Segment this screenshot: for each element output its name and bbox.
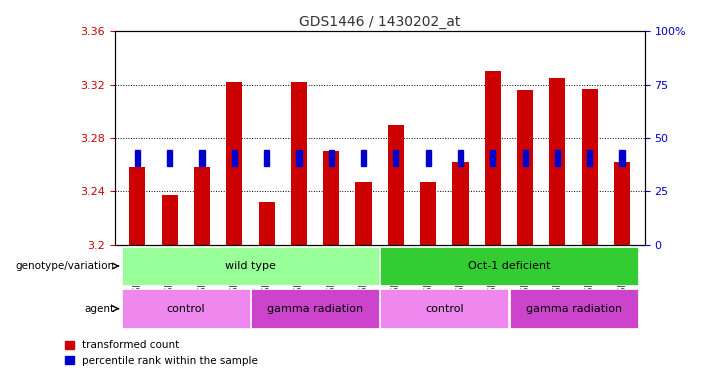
Bar [259,202,275,245]
Bar [393,150,398,166]
Bar [162,195,178,245]
Bar [264,150,269,166]
Bar [458,150,463,166]
Bar [323,152,339,245]
Text: control: control [425,304,463,313]
Bar [517,90,533,245]
Title: GDS1446 / 1430202_at: GDS1446 / 1430202_at [299,15,461,29]
Bar [426,150,431,166]
Bar [200,150,205,166]
Bar [484,71,501,245]
FancyBboxPatch shape [381,290,508,328]
Bar [554,150,560,166]
Bar [388,125,404,245]
Bar [490,150,496,166]
Bar [361,150,366,166]
Bar [420,182,436,245]
Text: gamma radiation: gamma radiation [267,304,363,313]
Bar [522,150,528,166]
Bar [620,150,625,166]
Bar [167,150,172,166]
Text: gamma radiation: gamma radiation [526,304,622,313]
FancyBboxPatch shape [122,290,250,328]
Bar [452,162,468,245]
Bar [232,150,237,166]
FancyBboxPatch shape [510,290,637,328]
FancyBboxPatch shape [381,247,637,285]
Text: Oct-1 deficient: Oct-1 deficient [468,261,550,271]
FancyBboxPatch shape [122,247,379,285]
Bar [614,162,630,245]
Text: genotype/variation: genotype/variation [15,261,114,271]
Bar [582,89,598,245]
Bar [194,167,210,245]
Text: agent: agent [84,304,114,313]
FancyBboxPatch shape [251,290,379,328]
Bar [355,182,372,245]
Bar [587,150,592,166]
Legend: transformed count, percentile rank within the sample: transformed count, percentile rank withi… [61,336,262,370]
Text: wild type: wild type [225,261,276,271]
Bar [226,82,243,245]
Bar [129,167,146,245]
Bar [135,150,140,166]
Text: control: control [167,304,205,313]
Bar [550,78,566,245]
Bar [291,82,307,245]
Bar [297,150,301,166]
Bar [329,150,334,166]
